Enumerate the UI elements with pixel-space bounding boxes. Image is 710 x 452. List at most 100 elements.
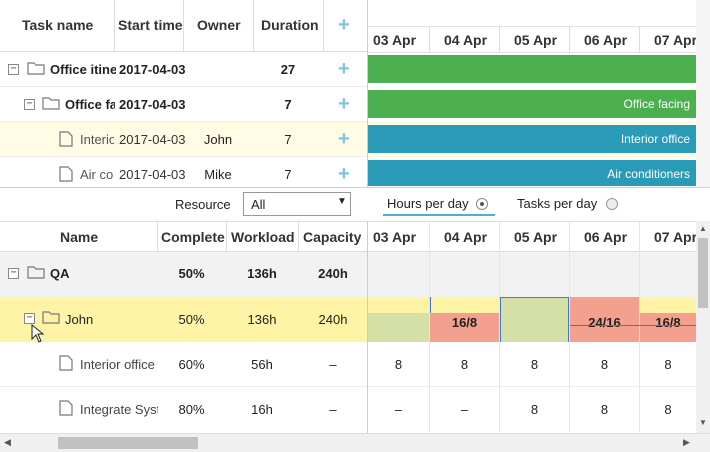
task-start: 2017-04-03 xyxy=(119,167,185,182)
assignment-name: Integrate System xyxy=(80,402,158,417)
task-start: 2017-04-03 xyxy=(119,132,185,147)
resource-select-value: All xyxy=(251,197,266,212)
add-subtask-icon[interactable]: + xyxy=(338,58,350,80)
column-header-duration[interactable]: Duration xyxy=(261,17,319,33)
column-header-capacity[interactable]: Capacity xyxy=(303,229,362,245)
folder-icon xyxy=(27,265,45,282)
resource-select[interactable]: All ▼ xyxy=(243,192,351,216)
hours-cell: – xyxy=(460,402,469,417)
hours-cell: 8 xyxy=(600,357,609,372)
scroll-down-arrow-icon[interactable]: ▼ xyxy=(699,418,707,427)
workload-value: 24/16 xyxy=(588,315,621,330)
date-header: 03 Apr xyxy=(373,32,417,48)
column-header-owner[interactable]: Owner xyxy=(197,17,241,33)
task-bar[interactable]: Air conditioners xyxy=(368,160,696,186)
date-header: 04 Apr xyxy=(444,32,488,48)
task-owner: Mike xyxy=(204,167,232,182)
hours-cell: 8 xyxy=(530,357,539,372)
task-bar[interactable] xyxy=(368,55,696,83)
task-duration: 7 xyxy=(284,167,292,182)
resource-workload: 136h xyxy=(247,266,277,281)
date-header: 07 Apr xyxy=(654,32,696,48)
tasks-per-day-label: Tasks per day xyxy=(517,196,598,211)
task-bar[interactable]: Office facing xyxy=(368,90,696,118)
assignment-capacity: – xyxy=(329,357,337,372)
add-task-icon[interactable]: + xyxy=(338,14,350,36)
date-header: 07 Apr xyxy=(654,229,696,245)
task-duration: 7 xyxy=(284,97,292,112)
vertical-scrollbar[interactable]: ▲ ▼ xyxy=(696,221,710,433)
hours-cell: 8 xyxy=(664,402,672,417)
date-header: 04 Apr xyxy=(444,229,488,245)
assignment-name: Interior office xyxy=(80,357,155,372)
hours-per-day-label: Hours per day xyxy=(387,196,469,211)
hours-per-day-option[interactable]: Hours per day xyxy=(383,192,495,216)
tasks-per-day-option[interactable]: Tasks per day xyxy=(513,192,625,216)
resource-capacity: 240h xyxy=(318,312,348,327)
resource-name: John xyxy=(65,312,94,327)
workload-cell[interactable] xyxy=(500,297,569,342)
file-icon xyxy=(59,400,73,419)
add-subtask-icon[interactable]: + xyxy=(338,128,350,150)
date-header: 05 Apr xyxy=(514,229,558,245)
file-icon xyxy=(59,131,73,150)
resource-complete: 50% xyxy=(178,312,205,327)
date-header: 06 Apr xyxy=(584,32,628,48)
collapse-toggle[interactable]: − xyxy=(24,99,35,110)
assignment-complete: 60% xyxy=(178,357,205,372)
workload-cell-overload[interactable]: 24/16 xyxy=(570,297,639,342)
task-name: Office facing xyxy=(65,97,115,112)
task-start: 2017-04-03 xyxy=(119,97,185,112)
vertical-scrollbar-thumb[interactable] xyxy=(698,238,708,308)
task-owner: John xyxy=(203,132,233,147)
folder-icon xyxy=(42,310,60,327)
resource-row[interactable] xyxy=(0,252,696,297)
task-name: Office itinerary xyxy=(50,62,116,77)
task-row[interactable] xyxy=(0,122,368,157)
date-header: 06 Apr xyxy=(584,229,628,245)
column-header-start-time[interactable]: Start time xyxy=(118,17,183,33)
date-header: 03 Apr xyxy=(373,229,417,245)
horizontal-scrollbar-thumb[interactable] xyxy=(58,437,198,449)
task-start: 2017-04-03 xyxy=(119,62,185,77)
resource-row-selected[interactable] xyxy=(0,297,368,342)
task-duration: 7 xyxy=(284,132,292,147)
collapse-toggle[interactable]: − xyxy=(24,313,35,324)
workload-value: 16/8 xyxy=(655,315,681,330)
assignment-workload: 16h xyxy=(251,402,273,417)
date-header: 05 Apr xyxy=(514,32,558,48)
workload-cell-overload[interactable]: 16/8 xyxy=(640,297,696,342)
scroll-left-arrow-icon[interactable]: ◀ xyxy=(4,437,11,447)
hours-cell: 8 xyxy=(460,357,469,372)
resource-capacity: 240h xyxy=(318,266,348,281)
assignment-complete: 80% xyxy=(178,402,205,417)
resource-workload: 136h xyxy=(247,312,277,327)
radio-unselected-icon xyxy=(606,198,618,210)
assignment-workload: 56h xyxy=(251,357,273,372)
resource-name: QA xyxy=(50,266,70,281)
task-bar[interactable]: Interior office xyxy=(368,125,696,153)
task-row[interactable] xyxy=(0,52,368,87)
scroll-right-arrow-icon[interactable]: ▶ xyxy=(683,437,690,447)
hours-cell: 8 xyxy=(664,357,672,372)
hours-cell: 8 xyxy=(600,402,609,417)
add-subtask-icon[interactable]: + xyxy=(338,93,350,115)
column-header-name[interactable]: Name xyxy=(60,229,99,245)
workload-cell[interactable] xyxy=(368,297,429,342)
add-subtask-icon[interactable]: + xyxy=(338,163,350,185)
task-row[interactable] xyxy=(0,87,368,122)
horizontal-scrollbar[interactable]: ◀ ▶ xyxy=(0,433,710,452)
collapse-toggle[interactable]: − xyxy=(8,268,19,279)
column-header-complete[interactable]: Complete xyxy=(161,229,225,245)
hours-cell: – xyxy=(394,402,403,417)
mouse-cursor-icon xyxy=(31,323,45,347)
column-header-workload[interactable]: Workload xyxy=(231,229,295,245)
scroll-up-arrow-icon[interactable]: ▲ xyxy=(699,224,707,233)
chevron-down-icon: ▼ xyxy=(337,196,347,207)
workload-cell-overload[interactable]: 16/8 xyxy=(430,297,499,342)
resource-label: Resource xyxy=(175,197,231,212)
collapse-toggle[interactable]: − xyxy=(8,64,19,75)
top-scrollbar[interactable] xyxy=(696,0,710,187)
assignment-row[interactable] xyxy=(0,342,696,387)
column-header-task-name[interactable]: Task name xyxy=(22,17,94,33)
